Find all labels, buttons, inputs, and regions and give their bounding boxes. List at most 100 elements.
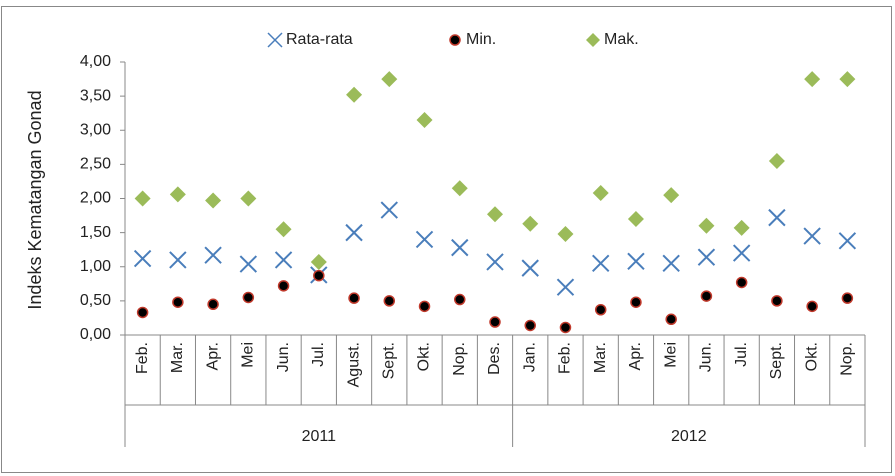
point xyxy=(804,71,821,88)
point xyxy=(700,290,713,302)
y-tick-label: 1,50 xyxy=(80,224,111,241)
y-tick-label: 0,00 xyxy=(80,326,111,343)
x-tick-label: Apr. xyxy=(627,342,644,370)
point xyxy=(630,296,642,308)
y-tick-label: 4,00 xyxy=(80,53,111,70)
y-tick-label: 3,50 xyxy=(80,87,111,104)
point xyxy=(556,278,575,296)
legend-marker xyxy=(449,34,461,46)
point xyxy=(838,232,857,250)
x-tick-label: Jun. xyxy=(275,342,292,372)
point xyxy=(697,248,716,266)
point xyxy=(313,269,325,282)
point xyxy=(205,192,222,209)
point xyxy=(698,217,715,234)
point xyxy=(133,249,152,268)
legend-marker xyxy=(586,33,600,47)
point xyxy=(172,296,184,308)
chart-border xyxy=(1,6,892,473)
point xyxy=(451,238,469,257)
x-tick-label: Jul. xyxy=(733,342,750,367)
point xyxy=(381,71,398,88)
point xyxy=(839,71,856,88)
point xyxy=(592,254,610,273)
legend-label: Rata-rata xyxy=(286,31,353,48)
x-tick-label: Jul. xyxy=(310,342,327,367)
point xyxy=(277,280,290,292)
point xyxy=(136,306,149,319)
x-tick-label: Feb. xyxy=(557,342,574,374)
point xyxy=(735,276,748,289)
point xyxy=(169,186,186,203)
x-tick-label: Okt. xyxy=(416,342,433,371)
point xyxy=(451,180,468,197)
x-tick-label: Mar. xyxy=(169,342,186,373)
point xyxy=(806,300,818,313)
x-tick-label: Des. xyxy=(486,342,503,375)
y-tick-label: 2,00 xyxy=(80,190,111,207)
point xyxy=(768,208,786,227)
point xyxy=(207,298,219,311)
point xyxy=(662,254,680,273)
point xyxy=(559,321,572,334)
point xyxy=(274,251,293,269)
point xyxy=(592,185,609,202)
y-tick-label: 0,50 xyxy=(80,292,111,309)
point xyxy=(733,219,750,236)
point xyxy=(418,300,431,313)
x-tick-label: Jan. xyxy=(521,342,538,372)
point xyxy=(169,251,187,269)
point xyxy=(204,246,222,264)
x-tick-label: Nop. xyxy=(451,342,468,376)
x-tick-label: Sept. xyxy=(381,342,398,379)
x-tick-label: Okt. xyxy=(803,342,820,371)
point xyxy=(348,292,360,304)
point xyxy=(771,295,783,307)
point xyxy=(522,215,539,232)
point xyxy=(594,303,607,316)
y-tick-label: 1,00 xyxy=(80,258,111,275)
point xyxy=(732,244,751,262)
point xyxy=(380,201,398,219)
point xyxy=(240,190,257,207)
point xyxy=(134,190,151,207)
x-tick-label: Apr. xyxy=(204,342,221,370)
point xyxy=(345,223,363,242)
group-label: 2011 xyxy=(302,428,337,445)
point xyxy=(627,252,645,270)
point xyxy=(486,253,504,271)
point xyxy=(239,255,258,273)
legend-marker xyxy=(267,32,283,48)
y-tick-label: 2,50 xyxy=(80,156,111,173)
group-label: 2012 xyxy=(671,428,707,445)
point xyxy=(841,292,854,304)
point xyxy=(487,206,503,223)
point xyxy=(489,316,501,328)
x-tick-label: Feb. xyxy=(134,342,151,374)
y-axis-title: Indeks Kematangan Gonad xyxy=(25,90,45,309)
point xyxy=(416,112,433,129)
point xyxy=(768,152,785,169)
x-tick-label: Nop. xyxy=(839,342,856,376)
y-tick-label: 3,00 xyxy=(80,121,111,138)
x-tick-label: Mar. xyxy=(592,342,609,373)
point xyxy=(454,293,466,306)
x-tick-label: Mei xyxy=(240,342,257,368)
point xyxy=(663,187,680,204)
x-tick-label: Sept. xyxy=(768,342,785,379)
point xyxy=(627,210,644,227)
point xyxy=(521,259,539,277)
x-tick-label: Mei xyxy=(662,342,679,368)
x-tick-label: Jun. xyxy=(698,342,715,372)
point xyxy=(310,253,327,270)
point xyxy=(557,225,574,242)
x-tick-label: Agust. xyxy=(345,342,362,387)
legend-label: Min. xyxy=(466,31,496,48)
point xyxy=(346,86,363,103)
point xyxy=(665,313,677,326)
point xyxy=(524,319,536,332)
legend-label: Mak. xyxy=(604,31,639,48)
point xyxy=(803,227,821,245)
point xyxy=(415,230,434,249)
